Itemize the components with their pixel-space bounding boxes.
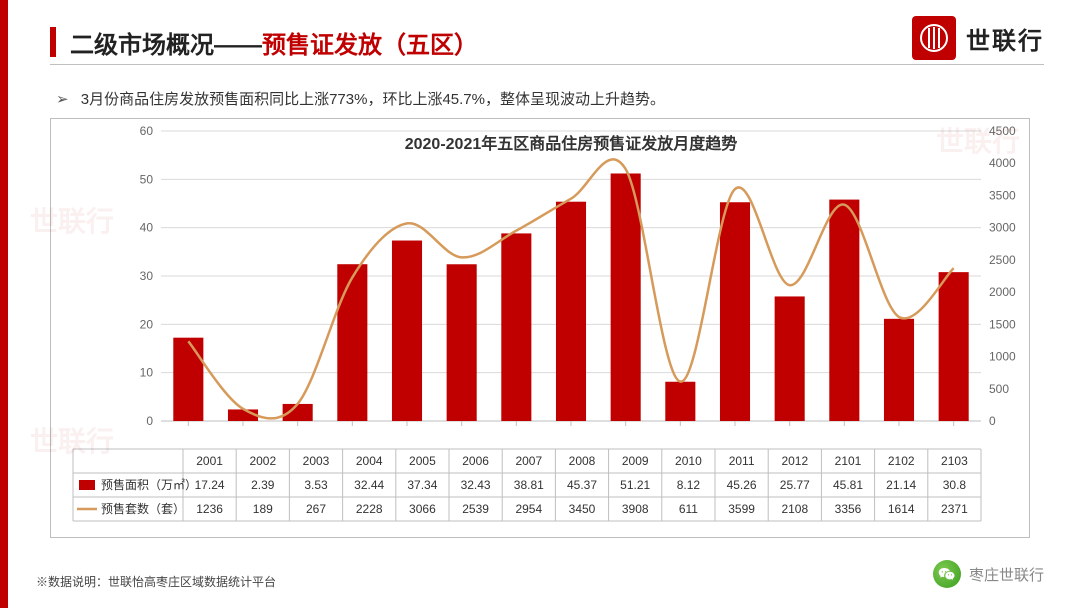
summary-bullet: ➢ 3月份商品住房发放预售面积同比上涨773%，环比上涨45.7%，整体呈现波动… — [56, 88, 665, 109]
svg-text:2004: 2004 — [356, 454, 383, 468]
svg-text:2005: 2005 — [409, 454, 436, 468]
svg-text:2003: 2003 — [303, 454, 330, 468]
svg-text:2228: 2228 — [356, 502, 383, 516]
svg-text:1614: 1614 — [888, 502, 915, 516]
svg-text:40: 40 — [140, 221, 154, 235]
svg-text:3500: 3500 — [989, 188, 1016, 202]
wechat-attribution: 枣庄世联行 — [933, 560, 1044, 588]
svg-text:3599: 3599 — [728, 502, 755, 516]
brand-logo: 世联行 — [912, 16, 1044, 60]
svg-text:0: 0 — [989, 414, 996, 428]
brand-logo-icon — [912, 16, 956, 60]
svg-text:4000: 4000 — [989, 156, 1016, 170]
svg-text:2108: 2108 — [781, 502, 808, 516]
svg-text:17.24: 17.24 — [195, 478, 225, 492]
header-divider — [50, 64, 1044, 65]
svg-text:2954: 2954 — [515, 502, 542, 516]
svg-text:1500: 1500 — [989, 317, 1016, 331]
svg-text:2012: 2012 — [781, 454, 808, 468]
data-source-note: ※数据说明：世联怡高枣庄区域数据统计平台 — [36, 573, 276, 590]
svg-text:267: 267 — [306, 502, 326, 516]
svg-text:2006: 2006 — [462, 454, 489, 468]
svg-text:2007: 2007 — [515, 454, 542, 468]
svg-text:3066: 3066 — [409, 502, 436, 516]
svg-text:21.14: 21.14 — [886, 478, 916, 492]
svg-text:60: 60 — [140, 124, 154, 138]
chart-svg: 2020-2021年五区商品住房预售证发放月度趋势 0 10 20 30 40 50 60 0 5… — [51, 119, 1031, 539]
svg-text:50: 50 — [140, 172, 154, 186]
svg-text:30.8: 30.8 — [943, 478, 967, 492]
svg-text:37.34: 37.34 — [407, 478, 437, 492]
svg-text:30: 30 — [140, 269, 154, 283]
svg-text:189: 189 — [253, 502, 273, 516]
svg-text:预售套数（套）: 预售套数（套） — [101, 501, 185, 516]
svg-text:3450: 3450 — [569, 502, 596, 516]
svg-text:2009: 2009 — [622, 454, 649, 468]
svg-text:10: 10 — [140, 366, 154, 380]
svg-text:32.43: 32.43 — [461, 478, 491, 492]
svg-text:611: 611 — [679, 502, 698, 516]
svg-text:4500: 4500 — [989, 124, 1016, 138]
svg-text:500: 500 — [989, 382, 1009, 396]
svg-text:3.53: 3.53 — [304, 478, 328, 492]
left-accent-bar — [0, 0, 8, 608]
svg-text:1236: 1236 — [196, 502, 223, 516]
svg-text:3356: 3356 — [835, 502, 862, 516]
svg-text:2102: 2102 — [888, 454, 915, 468]
svg-text:2020-2021年五区商品住房预售证发放月度趋势: 2020-2021年五区商品住房预售证发放月度趋势 — [405, 134, 738, 153]
svg-text:3000: 3000 — [989, 221, 1016, 235]
brand-name: 世联行 — [966, 21, 1044, 56]
chart-container: 2020-2021年五区商品住房预售证发放月度趋势 0 10 20 30 40 50 60 0 5… — [50, 118, 1030, 538]
svg-text:2.39: 2.39 — [251, 478, 275, 492]
svg-text:32.44: 32.44 — [354, 478, 384, 492]
svg-text:25.77: 25.77 — [780, 478, 810, 492]
svg-text:2008: 2008 — [569, 454, 596, 468]
svg-text:3908: 3908 — [622, 502, 649, 516]
svg-text:0: 0 — [146, 414, 153, 428]
svg-text:2101: 2101 — [835, 454, 862, 468]
svg-text:2103: 2103 — [941, 454, 968, 468]
svg-text:38.81: 38.81 — [514, 478, 544, 492]
bullet-text: 3月份商品住房发放预售面积同比上涨773%，环比上涨45.7%，整体呈现波动上升… — [81, 91, 665, 108]
svg-text:2371: 2371 — [941, 502, 968, 516]
svg-text:2002: 2002 — [249, 454, 276, 468]
svg-text:1000: 1000 — [989, 350, 1016, 364]
title-main: 二级市场概况—— — [70, 25, 262, 60]
wechat-icon — [933, 560, 961, 588]
svg-text:51.21: 51.21 — [620, 478, 650, 492]
svg-text:预售面积（万㎡）: 预售面积（万㎡） — [101, 477, 197, 492]
bullet-arrow-icon: ➢ — [56, 91, 69, 108]
svg-text:2500: 2500 — [989, 253, 1016, 267]
svg-text:8.12: 8.12 — [677, 478, 701, 492]
svg-text:2000: 2000 — [989, 285, 1016, 299]
svg-text:45.81: 45.81 — [833, 478, 863, 492]
slide-header: 二级市场概况—— 预售证发放（五区） — [50, 22, 1050, 62]
svg-text:2539: 2539 — [462, 502, 489, 516]
wechat-account: 枣庄世联行 — [969, 564, 1044, 585]
svg-text:2001: 2001 — [196, 454, 223, 468]
svg-text:45.37: 45.37 — [567, 478, 597, 492]
svg-text:20: 20 — [140, 317, 154, 331]
svg-text:2011: 2011 — [729, 454, 755, 468]
svg-text:45.26: 45.26 — [727, 478, 757, 492]
svg-text:2010: 2010 — [675, 454, 702, 468]
title-accent — [50, 27, 56, 57]
title-sub: 预售证发放（五区） — [262, 25, 478, 60]
